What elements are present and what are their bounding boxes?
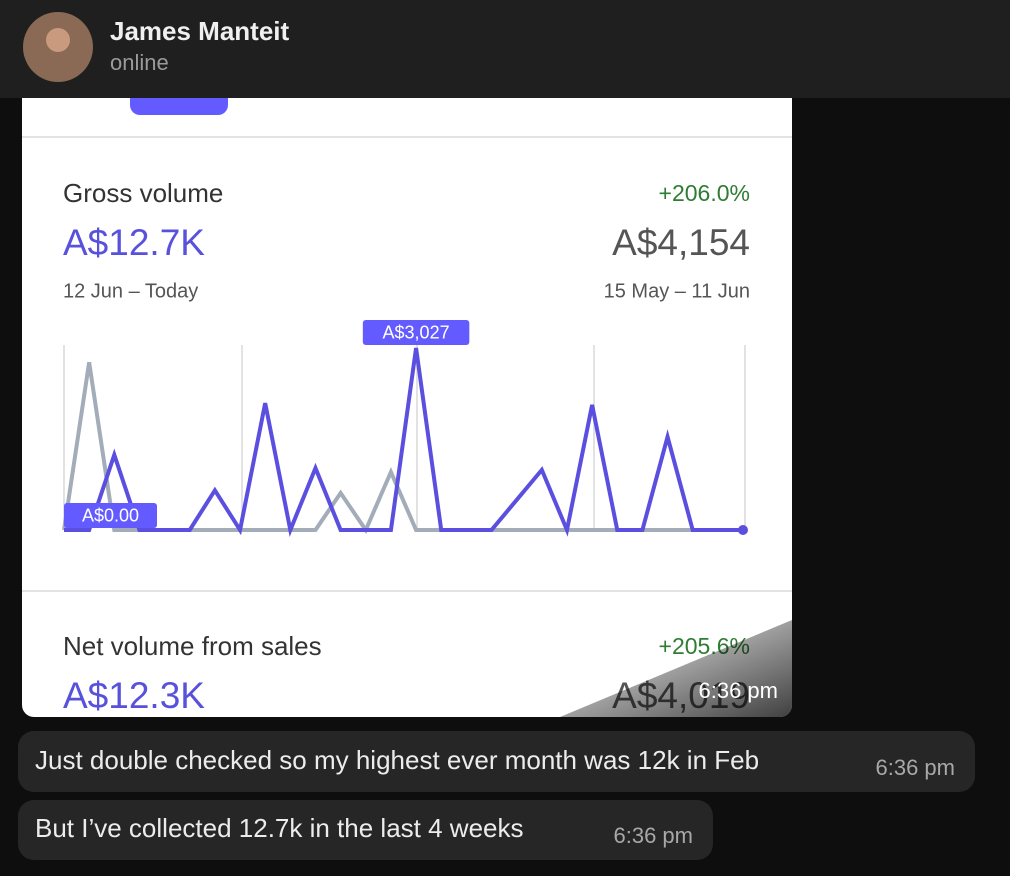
message-time: 6:36 pm xyxy=(614,823,694,848)
compare-period: 15 May – 11 Jun xyxy=(604,280,750,302)
time-shade xyxy=(560,620,792,717)
metric-title: Gross volume xyxy=(63,178,223,208)
metric-title: Net volume from sales xyxy=(63,631,322,661)
message-text: Just double checked so my highest ever m… xyxy=(35,745,759,775)
annotation-box xyxy=(362,320,470,345)
metric-value: A$12.7K xyxy=(63,222,205,263)
message-bubble[interactable] xyxy=(18,731,975,792)
metric-change: +206.0% xyxy=(659,180,750,206)
line-series xyxy=(64,347,743,537)
image-time: 6:36 pm xyxy=(699,678,779,703)
message-time: 6:36 pm xyxy=(876,755,956,780)
chart-grid xyxy=(63,345,746,530)
metric-period: 12 Jun – Today xyxy=(63,280,198,302)
end-point xyxy=(738,525,748,535)
message-text: But I’ve collected 12.7k in the last 4 w… xyxy=(35,813,524,843)
annotation-label: A$3,027 xyxy=(383,322,450,342)
message-bubble[interactable] xyxy=(18,800,713,860)
chart: A$3,027 A$0.00 xyxy=(62,320,748,537)
compare-value: A$4,154 xyxy=(612,222,750,263)
metric-value: A$12.3K xyxy=(63,675,205,716)
avatar-face xyxy=(46,28,70,52)
header-bar xyxy=(0,0,1010,98)
annotation-label: A$0.00 xyxy=(82,505,139,525)
contact-name[interactable]: James Manteit xyxy=(110,16,290,46)
annotation-box xyxy=(64,503,157,528)
button-fragment xyxy=(130,98,228,115)
contact-status: online xyxy=(110,50,169,75)
